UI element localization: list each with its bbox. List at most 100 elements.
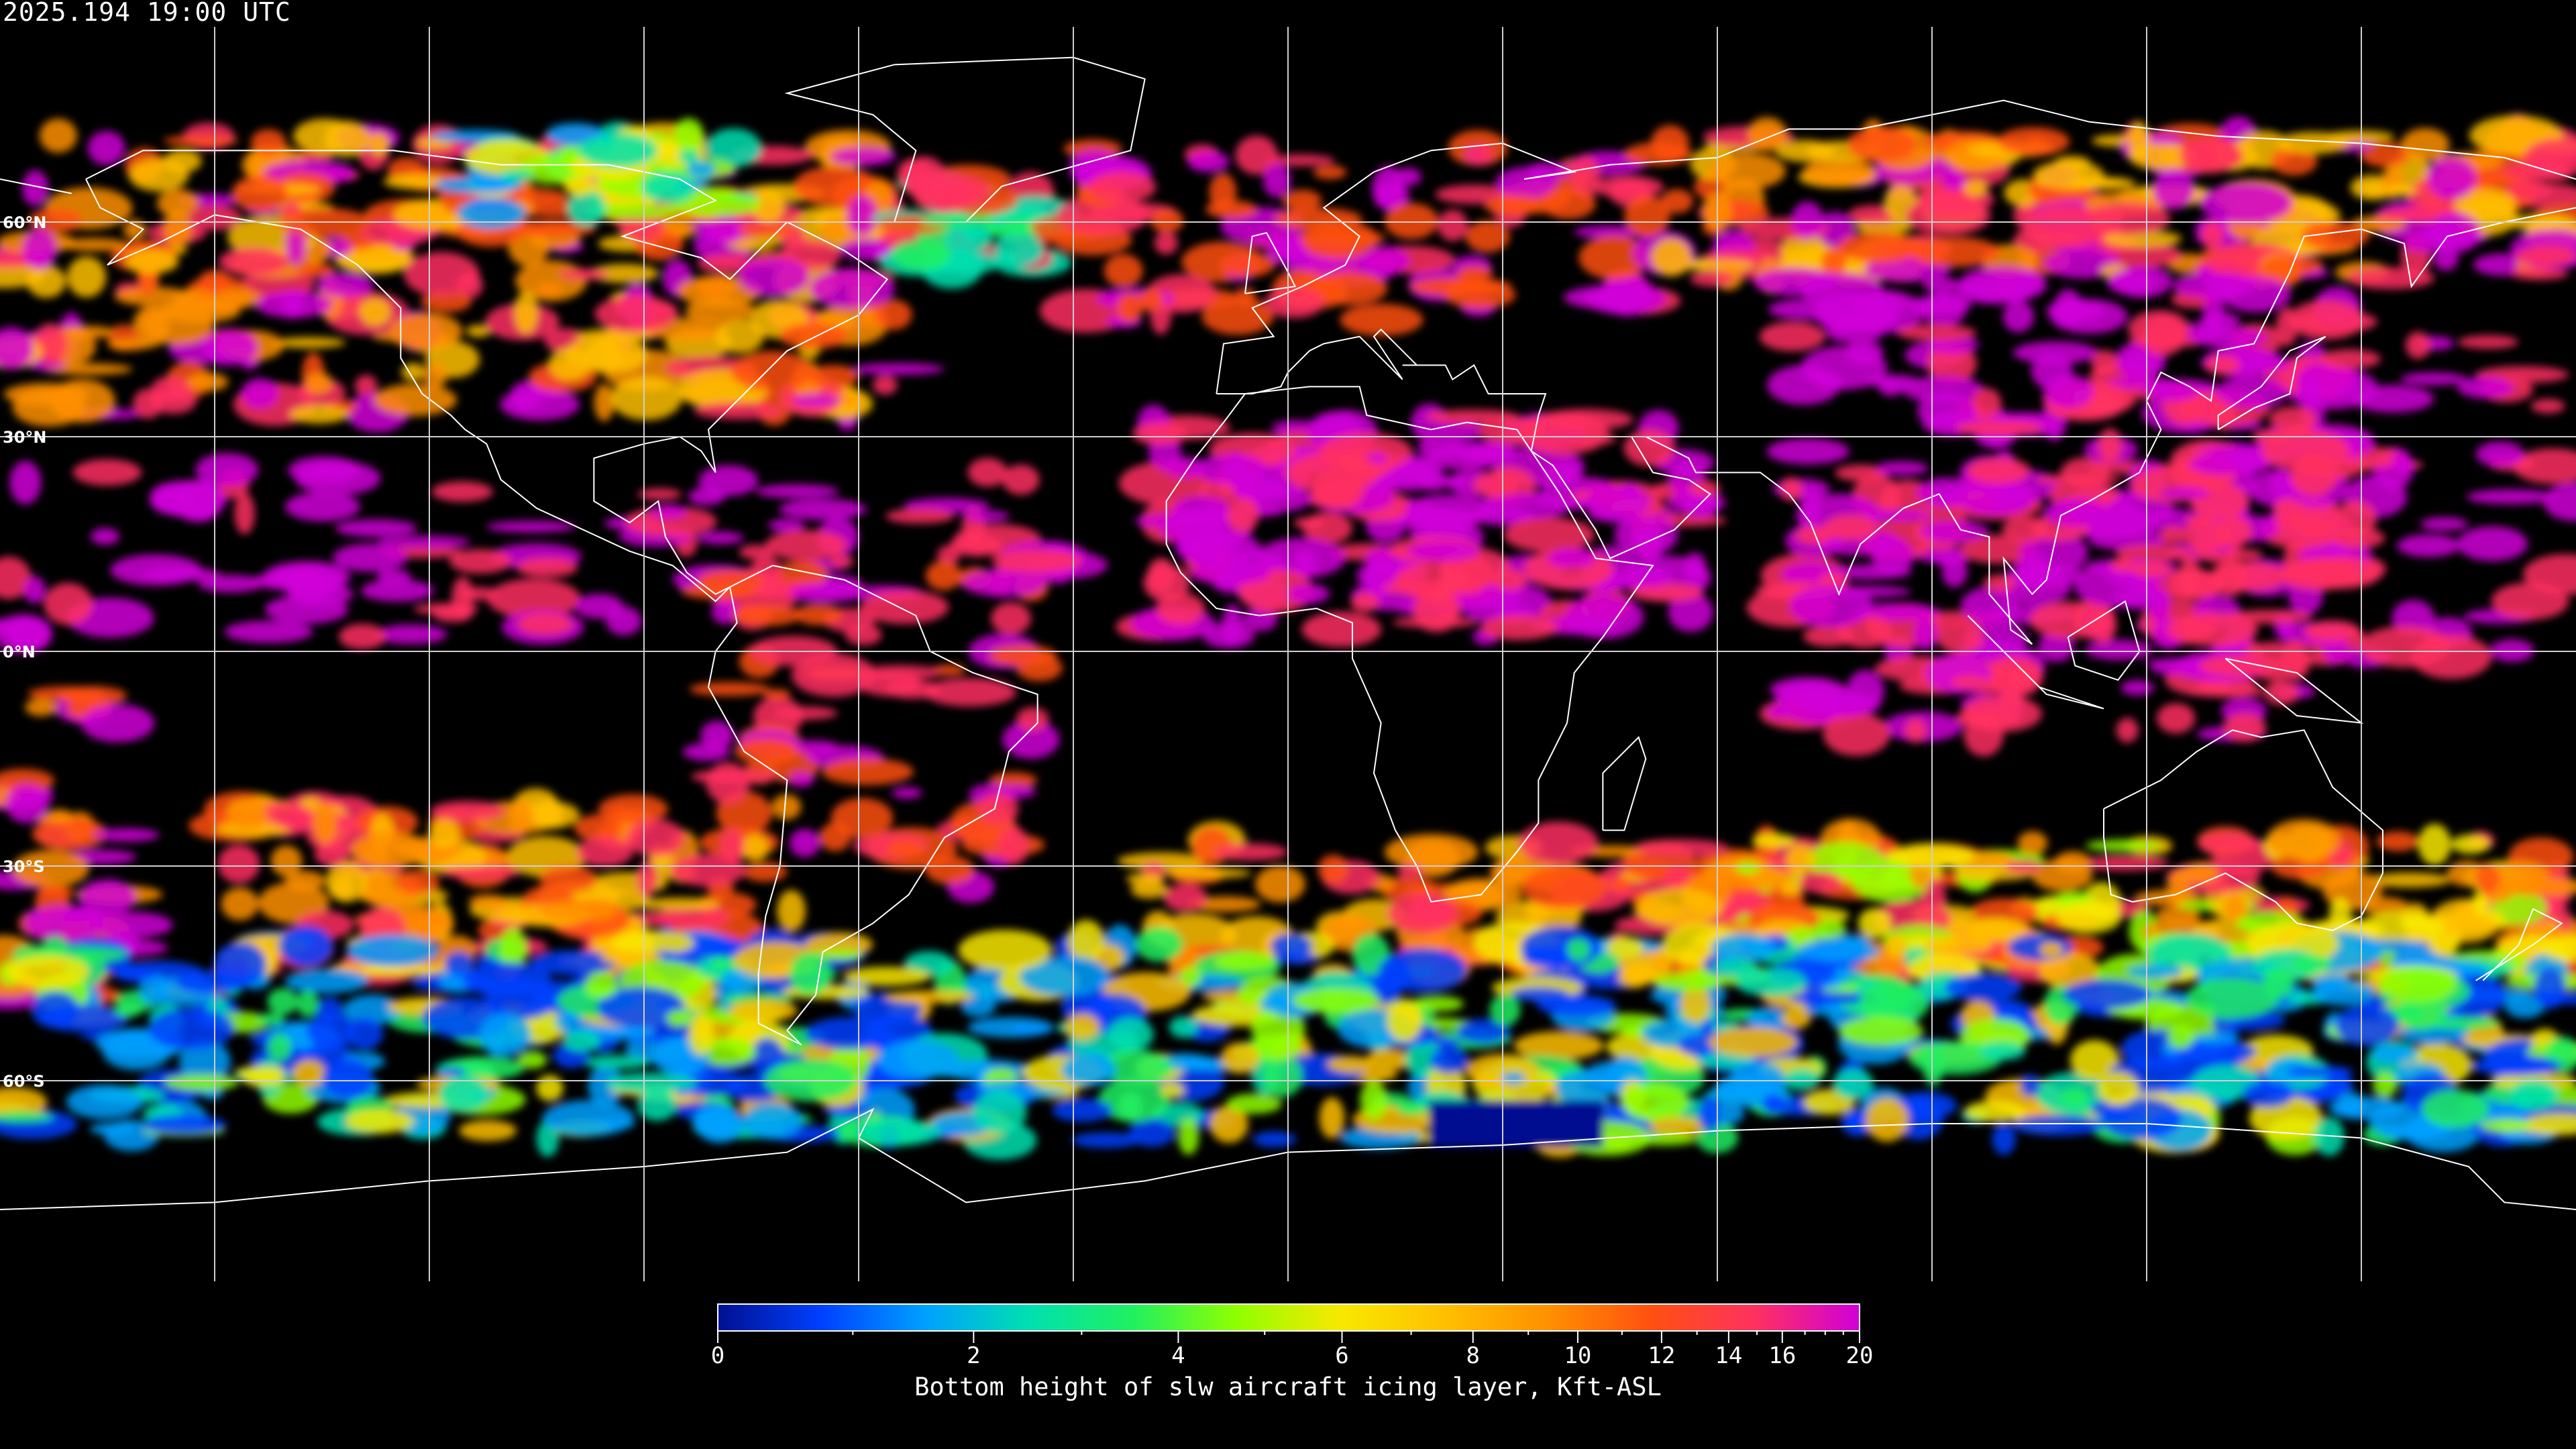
- icing-cell: [195, 453, 259, 487]
- icing-cell: [1688, 259, 1755, 272]
- icing-cell: [1262, 1055, 1303, 1097]
- coastline: [2217, 335, 2326, 431]
- icing-cell: [1747, 1007, 1790, 1031]
- colorbar-tick-label: 2: [967, 1342, 980, 1369]
- icing-cell: [1821, 248, 1847, 276]
- icing-cell: [163, 135, 239, 146]
- icing-cell: [2056, 900, 2122, 934]
- icing-cell: [1318, 855, 1349, 884]
- icing-cell: [140, 303, 214, 345]
- icing-cell: [697, 570, 763, 593]
- icing-cell: [1128, 1118, 1175, 1147]
- coastline: [1165, 386, 1654, 903]
- icing-cell: [2335, 1004, 2400, 1046]
- icing-cell: [469, 894, 508, 908]
- coastline: [707, 564, 1038, 1046]
- icing-cell: [1555, 1069, 1613, 1106]
- icing-cell: [1465, 220, 1510, 253]
- icing-cell: [345, 1017, 383, 1051]
- icing-cell: [1061, 1054, 1117, 1086]
- icing-cell: [886, 840, 926, 858]
- icing-cell: [2457, 376, 2514, 398]
- icing-cell: [808, 365, 859, 388]
- icing-cell: [2360, 142, 2412, 168]
- icing-cell: [383, 174, 448, 190]
- icing-cell: [430, 800, 506, 822]
- icing-cell: [1360, 246, 1410, 276]
- icing-cell: [883, 990, 975, 1004]
- icing-cell: [1396, 1102, 1426, 1116]
- icing-cell: [12, 850, 89, 888]
- icing-cell: [150, 388, 197, 414]
- icing-cell: [1143, 564, 1190, 602]
- icing-cell: [2451, 834, 2490, 855]
- icing-cell: [46, 809, 73, 823]
- icing-cell: [1002, 464, 1040, 495]
- icing-cell: [1967, 917, 2028, 942]
- icing-cell: [441, 866, 521, 879]
- icing-cell: [890, 239, 951, 270]
- icing-cell: [823, 1106, 874, 1117]
- icing-cell: [600, 951, 662, 965]
- icing-cell: [2421, 1089, 2489, 1128]
- icing-cell: [2497, 877, 2576, 896]
- icing-cell: [234, 492, 255, 535]
- icing-cell: [1104, 254, 1143, 288]
- lat-label-0n: 0°N: [3, 643, 36, 661]
- icing-cell: [2143, 378, 2201, 401]
- icing-cell: [775, 560, 829, 587]
- icing-cell: [284, 871, 325, 891]
- icing-cell: [163, 209, 193, 249]
- icing-cell: [2106, 269, 2156, 295]
- icing-cell: [576, 837, 633, 867]
- icing-cell: [937, 545, 960, 566]
- icing-cell: [87, 131, 125, 166]
- colorbar-tick-label: 14: [1715, 1342, 1742, 1369]
- icing-cell: [34, 323, 67, 365]
- icing-cell: [1980, 1041, 2026, 1061]
- icing-cell: [687, 160, 716, 178]
- icing-cell: [564, 175, 594, 197]
- icing-cell: [925, 561, 962, 590]
- icing-cell: [977, 792, 1019, 825]
- icing-cell: [2159, 487, 2210, 500]
- icing-cell: [1578, 235, 1650, 280]
- icing-cell: [1668, 592, 1713, 632]
- icing-cell: [1650, 237, 1692, 277]
- icing-cell: [226, 797, 268, 830]
- icing-cell: [444, 951, 474, 976]
- icing-cell: [2179, 554, 2200, 596]
- icing-cell: [2318, 349, 2381, 369]
- icing-cell: [1052, 1098, 1113, 1122]
- icing-cell: [1801, 345, 1887, 390]
- icing-cell: [920, 215, 983, 227]
- icing-cell: [743, 861, 788, 882]
- icing-cell: [2269, 406, 2317, 431]
- icing-cell: [1955, 708, 2022, 729]
- icing-cell: [345, 1108, 415, 1134]
- icing-cell: [1191, 826, 1232, 865]
- icing-cell: [513, 291, 539, 334]
- icing-cell: [816, 949, 863, 961]
- icing-cell: [28, 208, 83, 233]
- icing-cell: [584, 335, 648, 374]
- icing-cell: [1163, 883, 1208, 912]
- icing-cell: [1941, 555, 1968, 588]
- colorbar-tick-label: 0: [711, 1342, 724, 1369]
- icing-cell: [2043, 374, 2094, 409]
- icing-cell: [89, 1122, 136, 1136]
- icing-cell: [2453, 187, 2516, 223]
- icing-cell: [2267, 819, 2341, 861]
- icing-cell: [688, 487, 725, 506]
- icing-cell: [2212, 561, 2287, 592]
- icing-cell: [2097, 1071, 2139, 1106]
- icing-cell: [272, 337, 346, 349]
- icing-cell: [637, 488, 682, 500]
- icing-cell: [517, 613, 573, 635]
- icing-cell: [148, 1008, 235, 1051]
- icing-cell: [1521, 865, 1607, 910]
- icing-cell: [1607, 877, 1633, 892]
- icing-cell: [1759, 321, 1825, 352]
- icing-cell: [284, 492, 360, 522]
- icing-cell: [1566, 938, 1591, 961]
